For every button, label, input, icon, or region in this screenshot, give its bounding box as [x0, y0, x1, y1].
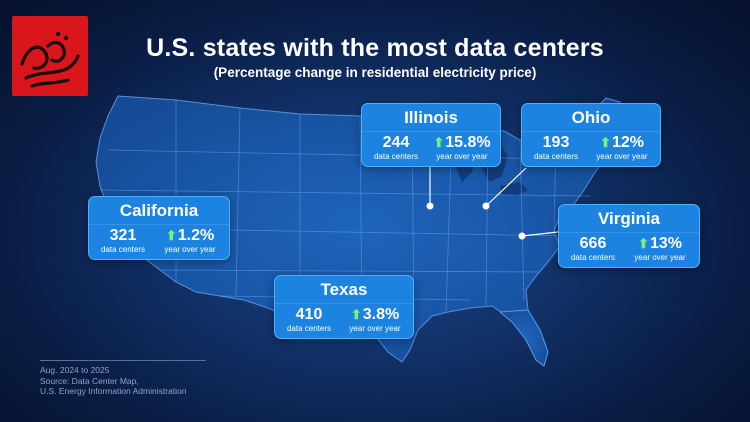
footer-period: Aug. 2024 to 2025 — [40, 365, 110, 375]
ohio-marker — [482, 202, 490, 210]
card-change-label: year over year — [436, 152, 488, 161]
logo-calligraphy-mark — [20, 31, 80, 88]
card-change-group: ⬆1.2% year over year — [155, 227, 225, 255]
ohio-leader-line — [485, 167, 527, 207]
card-state-name: Virginia — [559, 205, 699, 233]
card-count-label: data centers — [533, 152, 579, 161]
leader-lines — [429, 166, 559, 237]
card-count-label: data centers — [286, 324, 332, 333]
footer-source-line2: U.S. Energy Information Administration — [40, 386, 187, 396]
card-count: 244 — [382, 134, 410, 151]
page-subtitle: (Percentage change in residential electr… — [213, 65, 537, 80]
card-change-group: ⬆12% year over year — [588, 134, 656, 162]
up-arrow-icon: ⬆ — [433, 135, 445, 150]
card-california: California 321 data centers ⬆1.2% year o… — [88, 196, 230, 260]
up-arrow-icon: ⬆ — [350, 307, 362, 322]
card-state-name: Illinois — [362, 104, 500, 132]
card-count-label: data centers — [570, 253, 616, 262]
card-state-name: Texas — [275, 276, 413, 304]
card-count-label: data centers — [373, 152, 419, 161]
card-change-label: year over year — [349, 324, 401, 333]
source-footer: Aug. 2024 to 2025 Source: Data Center Ma… — [40, 360, 206, 397]
card-change: 12% — [611, 134, 644, 151]
card-count: 666 — [579, 235, 607, 252]
card-state-name: Ohio — [522, 104, 660, 132]
footer-source-line1: Source: Data Center Map, — [40, 375, 139, 386]
card-state-name: California — [89, 197, 229, 225]
card-change: 1.2% — [177, 227, 215, 244]
card-change-group: ⬆3.8% year over year — [341, 306, 409, 334]
page-title: U.S. states with the most data centers — [146, 34, 604, 62]
card-count: 410 — [295, 306, 323, 323]
logo — [12, 16, 88, 96]
card-count: 193 — [542, 134, 570, 151]
card-virginia: Virginia 666 data centers ⬆13% year over… — [558, 204, 700, 268]
card-texas: Texas 410 data centers ⬆3.8% year over y… — [274, 275, 414, 339]
card-change: 13% — [649, 235, 682, 252]
card-count: 321 — [109, 227, 137, 244]
card-count-group: 666 data centers — [563, 235, 623, 263]
card-change-label: year over year — [596, 152, 648, 161]
card-change: 15.8% — [445, 134, 491, 151]
card-count-group: 193 data centers — [526, 134, 586, 162]
illinois-marker — [426, 202, 434, 210]
card-change-group: ⬆15.8% year over year — [428, 134, 496, 162]
up-arrow-icon: ⬆ — [638, 236, 649, 251]
virginia-marker — [518, 232, 526, 240]
card-illinois: Illinois 244 data centers ⬆15.8% year ov… — [361, 103, 501, 167]
up-arrow-icon: ⬆ — [165, 228, 177, 243]
card-count-label: data centers — [100, 245, 146, 254]
card-count-group: 321 data centers — [93, 227, 153, 255]
card-count-group: 410 data centers — [279, 306, 339, 334]
card-change: 3.8% — [362, 306, 400, 323]
card-change-label: year over year — [164, 245, 216, 254]
card-count-group: 244 data centers — [366, 134, 426, 162]
florida-shape — [498, 309, 549, 367]
card-ohio: Ohio 193 data centers ⬆12% year over yea… — [521, 103, 661, 167]
card-change-group: ⬆13% year over year — [625, 235, 695, 263]
card-change-label: year over year — [634, 253, 686, 262]
up-arrow-icon: ⬆ — [600, 135, 611, 150]
virginia-leader-line — [521, 231, 559, 237]
